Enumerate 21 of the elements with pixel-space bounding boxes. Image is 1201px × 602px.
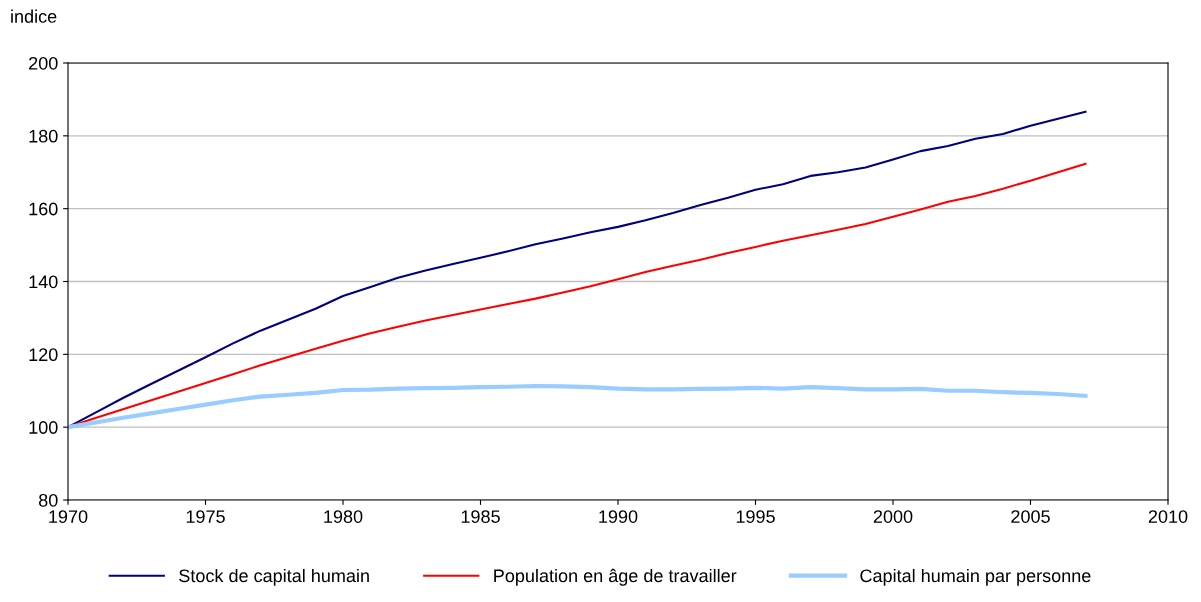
x-tick-label: 2010 xyxy=(1148,510,1188,523)
x-tick-label: 2000 xyxy=(873,510,913,523)
legend-label: Stock de capital humain xyxy=(179,568,369,586)
x-tick-label: 1990 xyxy=(599,510,638,523)
y-tick-label: 120 xyxy=(29,348,58,362)
y-tick-label: 140 xyxy=(29,275,58,289)
y-tick-label: 200 xyxy=(29,56,58,70)
x-tick-label: 1975 xyxy=(186,510,225,523)
legend-label: Capital humain par personne xyxy=(860,568,1091,586)
y-tick-label: 100 xyxy=(29,421,58,434)
x-tick-label: 1970 xyxy=(49,510,88,523)
y-tick-label: 80 xyxy=(38,493,58,507)
x-tick-label: 1980 xyxy=(324,510,363,523)
x-tick-label: 1995 xyxy=(736,510,775,523)
y-axis-title: indice xyxy=(11,9,57,23)
y-tick-label: 180 xyxy=(29,129,58,143)
x-tick-label: 1985 xyxy=(461,510,500,523)
line-series xyxy=(68,383,1088,430)
x-tick-label: 2005 xyxy=(1011,510,1050,523)
legend-label: Population en âge de travailler xyxy=(494,568,737,586)
y-tick-label: 160 xyxy=(29,202,58,216)
